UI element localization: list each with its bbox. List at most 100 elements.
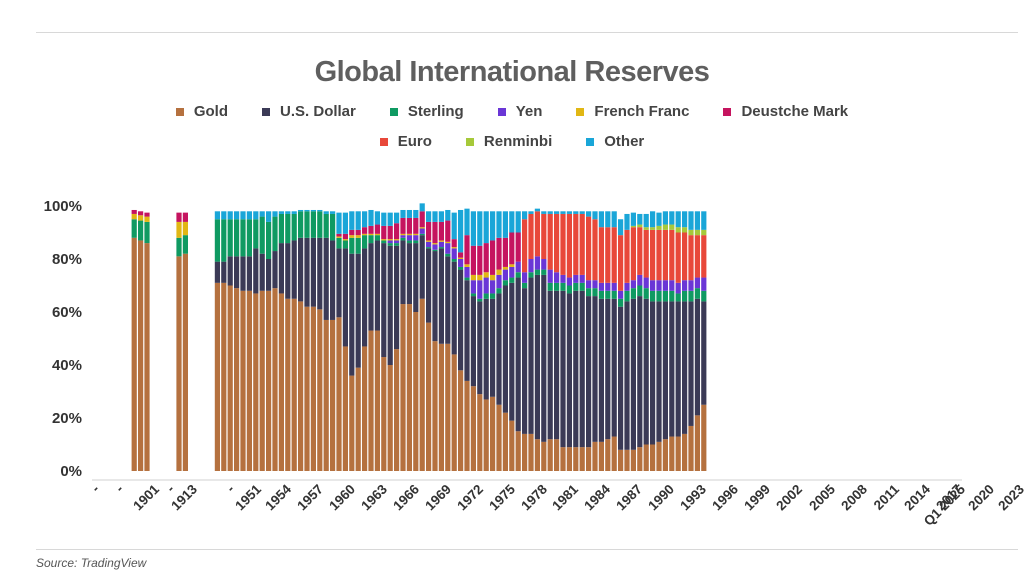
bar-segment-other bbox=[426, 211, 432, 222]
bar-segment-other bbox=[310, 209, 316, 212]
bar-segment-other bbox=[630, 212, 636, 226]
bar-stack bbox=[413, 209, 419, 471]
bar-segment-u-s-dollar bbox=[291, 240, 297, 299]
bar-stack bbox=[528, 211, 534, 471]
legend-swatch-other bbox=[586, 137, 595, 146]
bar-segment-french-franc bbox=[490, 274, 496, 281]
x-tick-label: 1972 bbox=[454, 482, 486, 514]
bar-segment-u-s-dollar bbox=[285, 243, 291, 299]
bar-segment-gold bbox=[643, 444, 649, 471]
bar-segment-u-s-dollar bbox=[336, 248, 342, 318]
bar-segment-sterling bbox=[682, 290, 688, 302]
bar-stack bbox=[298, 209, 304, 471]
bar-segment-sterling bbox=[694, 288, 700, 299]
bar-segment-euro bbox=[598, 227, 604, 283]
bar-segment-u-s-dollar bbox=[509, 282, 515, 421]
bar-stack bbox=[643, 213, 649, 471]
bar-segment-gold bbox=[496, 404, 502, 471]
bar-stack bbox=[579, 211, 585, 471]
bar-segment-french-franc bbox=[502, 266, 508, 270]
bar-segment-gold bbox=[694, 415, 700, 471]
bar-segment-yen bbox=[528, 259, 534, 273]
bar-segment-renminbi bbox=[669, 224, 675, 230]
x-tick-label: 1999 bbox=[741, 482, 773, 514]
legend-item-french-franc: French Franc bbox=[576, 103, 689, 120]
bar-segment-sterling bbox=[541, 269, 547, 275]
bar-stack bbox=[317, 209, 323, 471]
bar-stack bbox=[259, 211, 265, 471]
bar-segment-sterling bbox=[515, 272, 521, 278]
bar-stack bbox=[394, 212, 400, 471]
bar-segment-other bbox=[323, 211, 329, 214]
bar-stack bbox=[387, 212, 393, 471]
bar-stack bbox=[656, 212, 662, 471]
bar-segment-french-franc bbox=[413, 233, 419, 236]
bar-segment-yen bbox=[643, 277, 649, 289]
bar-segment-other bbox=[400, 209, 406, 218]
bar-stack bbox=[675, 211, 681, 471]
x-tick-label: 2014 bbox=[901, 481, 933, 513]
bar-segment-sterling bbox=[381, 240, 387, 244]
legend-swatch-french-franc bbox=[576, 107, 585, 116]
bar-segment-gold bbox=[266, 290, 272, 471]
bar-segment-yen bbox=[413, 235, 419, 241]
bar-segment-gold bbox=[259, 290, 265, 471]
bar-stack bbox=[330, 211, 336, 471]
bar-segment-yen bbox=[534, 256, 540, 270]
bar-segment-other bbox=[330, 211, 336, 214]
bar-segment-gold bbox=[579, 447, 585, 471]
bar-segment-euro bbox=[694, 235, 700, 278]
x-tick-label: 2002 bbox=[773, 482, 805, 514]
bar-segment-euro bbox=[701, 235, 707, 278]
bar-segment-sterling bbox=[630, 288, 636, 299]
bar-segment-u-s-dollar bbox=[630, 298, 636, 450]
bar-segment-other bbox=[221, 211, 227, 220]
bar-segment-sterling bbox=[349, 237, 355, 254]
bar-stack bbox=[662, 211, 668, 471]
bar-segment-gold bbox=[534, 439, 540, 471]
legend-item-euro: Euro bbox=[379, 133, 432, 150]
bar-segment-u-s-dollar bbox=[605, 298, 611, 440]
bar-segment-french-franc bbox=[336, 236, 342, 238]
bar-segment-gold bbox=[400, 304, 406, 471]
bar-stack bbox=[144, 212, 150, 471]
bar-segment-euro bbox=[528, 213, 534, 259]
bar-segment-other bbox=[490, 211, 496, 241]
x-tick-label: 1981 bbox=[549, 481, 581, 513]
bar-stack bbox=[618, 219, 624, 471]
bar-stack bbox=[234, 211, 240, 471]
bar-segment-french-franc bbox=[483, 272, 489, 278]
bar-segment-other bbox=[368, 209, 374, 226]
bar-segment-sterling bbox=[426, 247, 432, 249]
bar-segment-euro bbox=[643, 229, 649, 278]
bar-stack bbox=[432, 211, 438, 471]
bar-segment-sterling bbox=[464, 277, 470, 281]
bar-segment-sterling bbox=[323, 213, 329, 238]
bar-segment-other bbox=[240, 211, 246, 220]
bar-stack bbox=[253, 211, 259, 471]
bar-segment-gold bbox=[502, 412, 508, 471]
bar-segment-other bbox=[278, 211, 284, 214]
bar-segment-u-s-dollar bbox=[310, 237, 316, 307]
bar-segment-euro bbox=[662, 229, 668, 281]
bar-segment-yen bbox=[419, 228, 425, 234]
bar-segment-yen bbox=[522, 272, 528, 283]
x-tick-label: 2011 bbox=[871, 481, 903, 513]
x-tick-label: 1987 bbox=[613, 482, 645, 514]
x-tick-label: 1954 bbox=[262, 481, 294, 513]
bar-segment-other bbox=[470, 211, 476, 246]
bar-segment-french-franc bbox=[419, 227, 425, 229]
bar-stack bbox=[182, 212, 188, 471]
bar-segment-other bbox=[419, 203, 425, 212]
legend-row-2: Euro Renminbi Other bbox=[0, 133, 1024, 150]
bar-segment-sterling bbox=[451, 259, 457, 262]
bar-segment-gold bbox=[611, 436, 617, 471]
x-tick-label: 1960 bbox=[326, 482, 358, 514]
bar-segment-u-s-dollar bbox=[272, 251, 278, 289]
bar-segment-gold bbox=[214, 282, 220, 471]
bar-segment-euro bbox=[579, 213, 585, 275]
bar-segment-gold bbox=[221, 282, 227, 471]
bar-segment-yen bbox=[566, 277, 572, 286]
bar-stack bbox=[464, 208, 470, 471]
chart-title: Global International Reserves bbox=[314, 56, 710, 88]
